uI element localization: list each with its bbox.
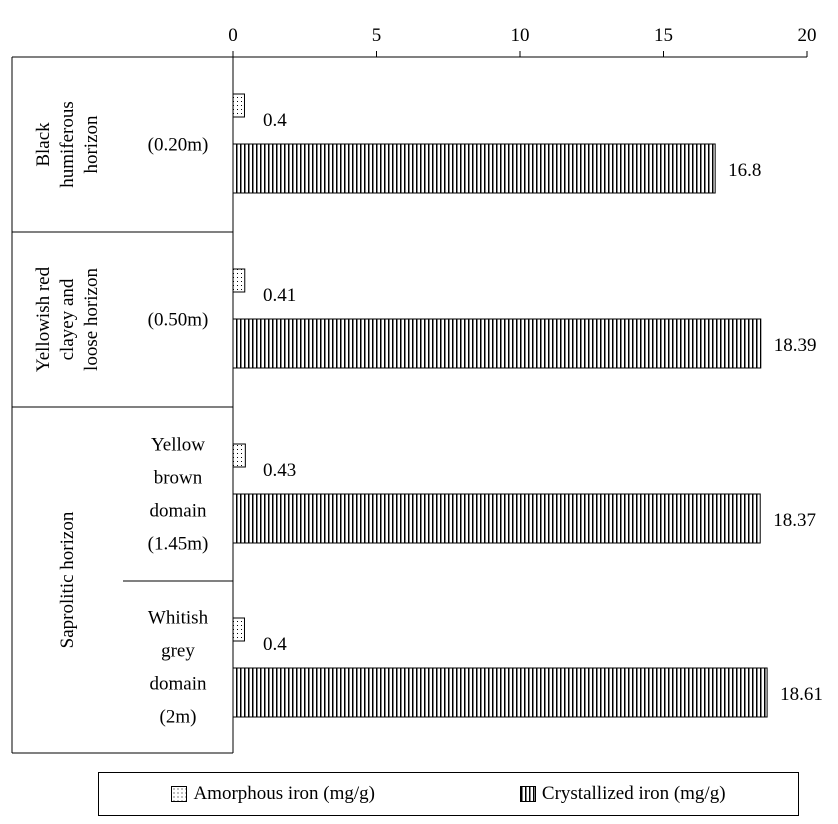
data-label-amorphous: 0.4	[263, 110, 287, 131]
x-tick-label: 15	[654, 25, 673, 46]
data-label-crystallized: 18.37	[773, 510, 816, 531]
legend-item-crystallized: Crystallized iron (mg/g)	[519, 783, 726, 805]
data-label-amorphous: 0.4	[263, 634, 287, 655]
legend-item-amorphous: Amorphous iron (mg/g)	[171, 783, 375, 805]
bar-amorphous	[232, 93, 245, 118]
x-tick-label: 5	[372, 25, 382, 46]
group-label: Yellowish red clayey and loose horizon	[33, 266, 102, 372]
bar-chart: 0 5 10 15 20 Black humiferous horizon (0.20m) Ye…	[11, 25, 823, 754]
x-tick-label: 0	[228, 25, 238, 46]
bar-amorphous	[232, 617, 245, 642]
bar-crystallized	[232, 667, 768, 718]
legend: Amorphous iron (mg/g) Crystallized iron …	[98, 772, 799, 816]
legend-swatch-crystallized	[519, 786, 536, 802]
item-label: Yellow brown domain (1.45m)	[148, 435, 209, 555]
legend-label-amorphous: Amorphous iron (mg/g)	[193, 783, 375, 804]
bar-crystallized	[232, 493, 761, 544]
bar-crystallized	[232, 143, 716, 194]
x-tick-label: 10	[511, 25, 530, 46]
item-label: Whitish grey domain (2m)	[148, 608, 209, 728]
bar-amorphous	[232, 443, 246, 468]
group-label: Saprolitic horizon	[57, 511, 78, 648]
group-label: Black humiferous horizon	[33, 101, 102, 188]
data-label-crystallized: 18.61	[780, 684, 823, 705]
data-label-crystallized: 18.39	[774, 335, 817, 356]
item-label: (0.50m)	[148, 310, 209, 331]
item-label: (0.20m)	[148, 135, 209, 156]
data-label-crystallized: 16.8	[728, 160, 761, 181]
data-label-amorphous: 0.41	[263, 285, 296, 306]
category-labels: Black humiferous horizon (0.20m) Yellowish r…	[11, 56, 233, 754]
legend-swatch-amorphous	[171, 786, 188, 802]
bar-crystallized	[232, 318, 762, 369]
axis-layer: 0 5 10 15 20	[228, 25, 817, 753]
data-label-amorphous: 0.43	[263, 460, 296, 481]
bars: 0.4 16.8 0.41 18.39 0.43 18.37 0.4 18.61	[232, 93, 823, 718]
legend-label-crystallized: Crystallized iron (mg/g)	[541, 783, 726, 804]
bar-amorphous	[232, 268, 246, 293]
x-tick-label: 20	[798, 25, 817, 46]
